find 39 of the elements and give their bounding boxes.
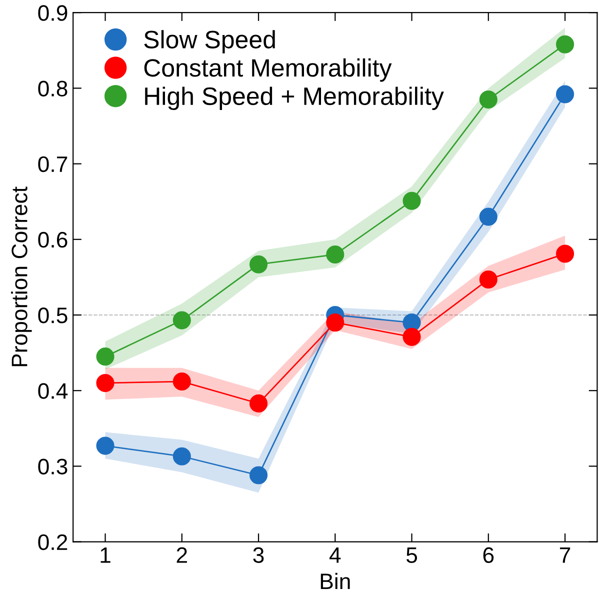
point <box>479 270 498 288</box>
point <box>402 192 421 210</box>
point <box>249 466 268 484</box>
point <box>172 447 191 466</box>
y-tick-label: 0.8 <box>38 80 68 96</box>
x-tick-label: 1 <box>100 547 110 563</box>
point <box>556 35 574 54</box>
point <box>479 90 498 109</box>
point <box>172 311 191 330</box>
point <box>556 244 574 263</box>
point <box>326 245 344 264</box>
point <box>96 374 114 392</box>
x-axis-title: Bin <box>320 572 350 590</box>
y-tick-label: 0.3 <box>38 458 68 474</box>
point <box>402 328 421 346</box>
y-tick-label: 0.5 <box>38 308 68 324</box>
point <box>556 85 574 104</box>
legend-label: High Speed + Memorability <box>145 86 444 110</box>
x-tick-label: 5 <box>406 547 418 563</box>
y-axis-title: Proportion Correct <box>11 186 32 366</box>
point <box>172 372 191 391</box>
point <box>326 314 344 332</box>
point <box>249 255 268 274</box>
point <box>96 436 114 455</box>
y-tick-label: 0.7 <box>38 156 68 172</box>
x-tick-label: 3 <box>253 547 264 563</box>
legend-label: Constant Memorability <box>144 58 392 82</box>
y-tick-label: 0.9 <box>38 5 68 21</box>
y-tick-label: 0.2 <box>38 534 68 550</box>
point <box>249 394 268 412</box>
x-tick-label: 4 <box>329 547 341 563</box>
x-tick-label: 7 <box>560 547 570 563</box>
y-tick-label: 0.4 <box>38 383 68 399</box>
x-tick-label: 2 <box>176 547 187 563</box>
point <box>479 208 498 226</box>
x-tick-label: 6 <box>483 547 494 563</box>
legend-label: Slow Speed <box>144 30 275 54</box>
y-tick-label: 0.6 <box>38 232 68 248</box>
point <box>96 348 114 366</box>
